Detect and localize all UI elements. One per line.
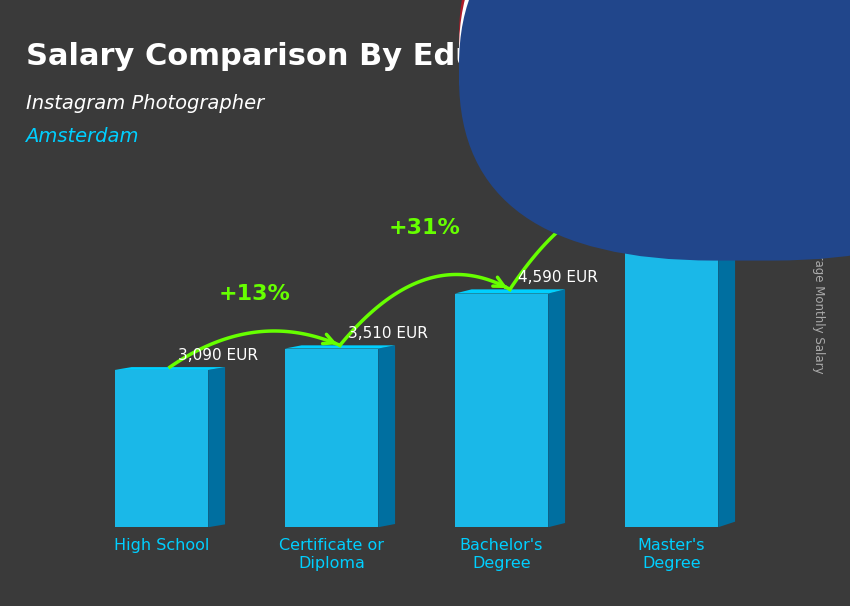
FancyBboxPatch shape <box>285 348 378 527</box>
Polygon shape <box>378 345 395 527</box>
Polygon shape <box>285 345 395 348</box>
Text: explorer: explorer <box>625 39 697 55</box>
Polygon shape <box>115 367 225 370</box>
Text: .com: .com <box>674 39 715 55</box>
FancyBboxPatch shape <box>115 370 208 527</box>
Text: Amsterdam: Amsterdam <box>26 127 139 146</box>
Text: Instagram Photographer: Instagram Photographer <box>26 94 264 113</box>
Text: salary: salary <box>582 39 635 55</box>
Polygon shape <box>455 289 565 293</box>
Polygon shape <box>625 215 735 220</box>
Text: Salary Comparison By Education: Salary Comparison By Education <box>26 42 582 72</box>
FancyBboxPatch shape <box>455 293 548 527</box>
Text: +13%: +13% <box>219 284 291 304</box>
FancyBboxPatch shape <box>625 220 718 527</box>
Text: +32%: +32% <box>559 137 631 157</box>
Text: 6,040 EUR: 6,040 EUR <box>688 195 768 210</box>
Polygon shape <box>208 367 225 527</box>
Text: 3,510 EUR: 3,510 EUR <box>348 326 428 341</box>
Polygon shape <box>548 289 565 527</box>
Polygon shape <box>718 215 735 527</box>
Text: 3,090 EUR: 3,090 EUR <box>178 348 258 363</box>
Text: +31%: +31% <box>389 218 461 238</box>
Text: 4,590 EUR: 4,590 EUR <box>518 270 598 285</box>
Text: Average Monthly Salary: Average Monthly Salary <box>812 233 824 373</box>
